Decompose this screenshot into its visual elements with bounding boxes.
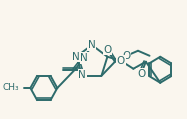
- Text: O: O: [137, 69, 145, 79]
- Text: N: N: [78, 70, 86, 80]
- Text: O: O: [117, 56, 125, 66]
- Text: O: O: [122, 51, 131, 61]
- Text: O: O: [103, 45, 111, 55]
- Text: N: N: [71, 52, 79, 62]
- Text: N: N: [88, 40, 96, 50]
- Text: N: N: [80, 53, 88, 63]
- Text: CH₃: CH₃: [2, 84, 19, 92]
